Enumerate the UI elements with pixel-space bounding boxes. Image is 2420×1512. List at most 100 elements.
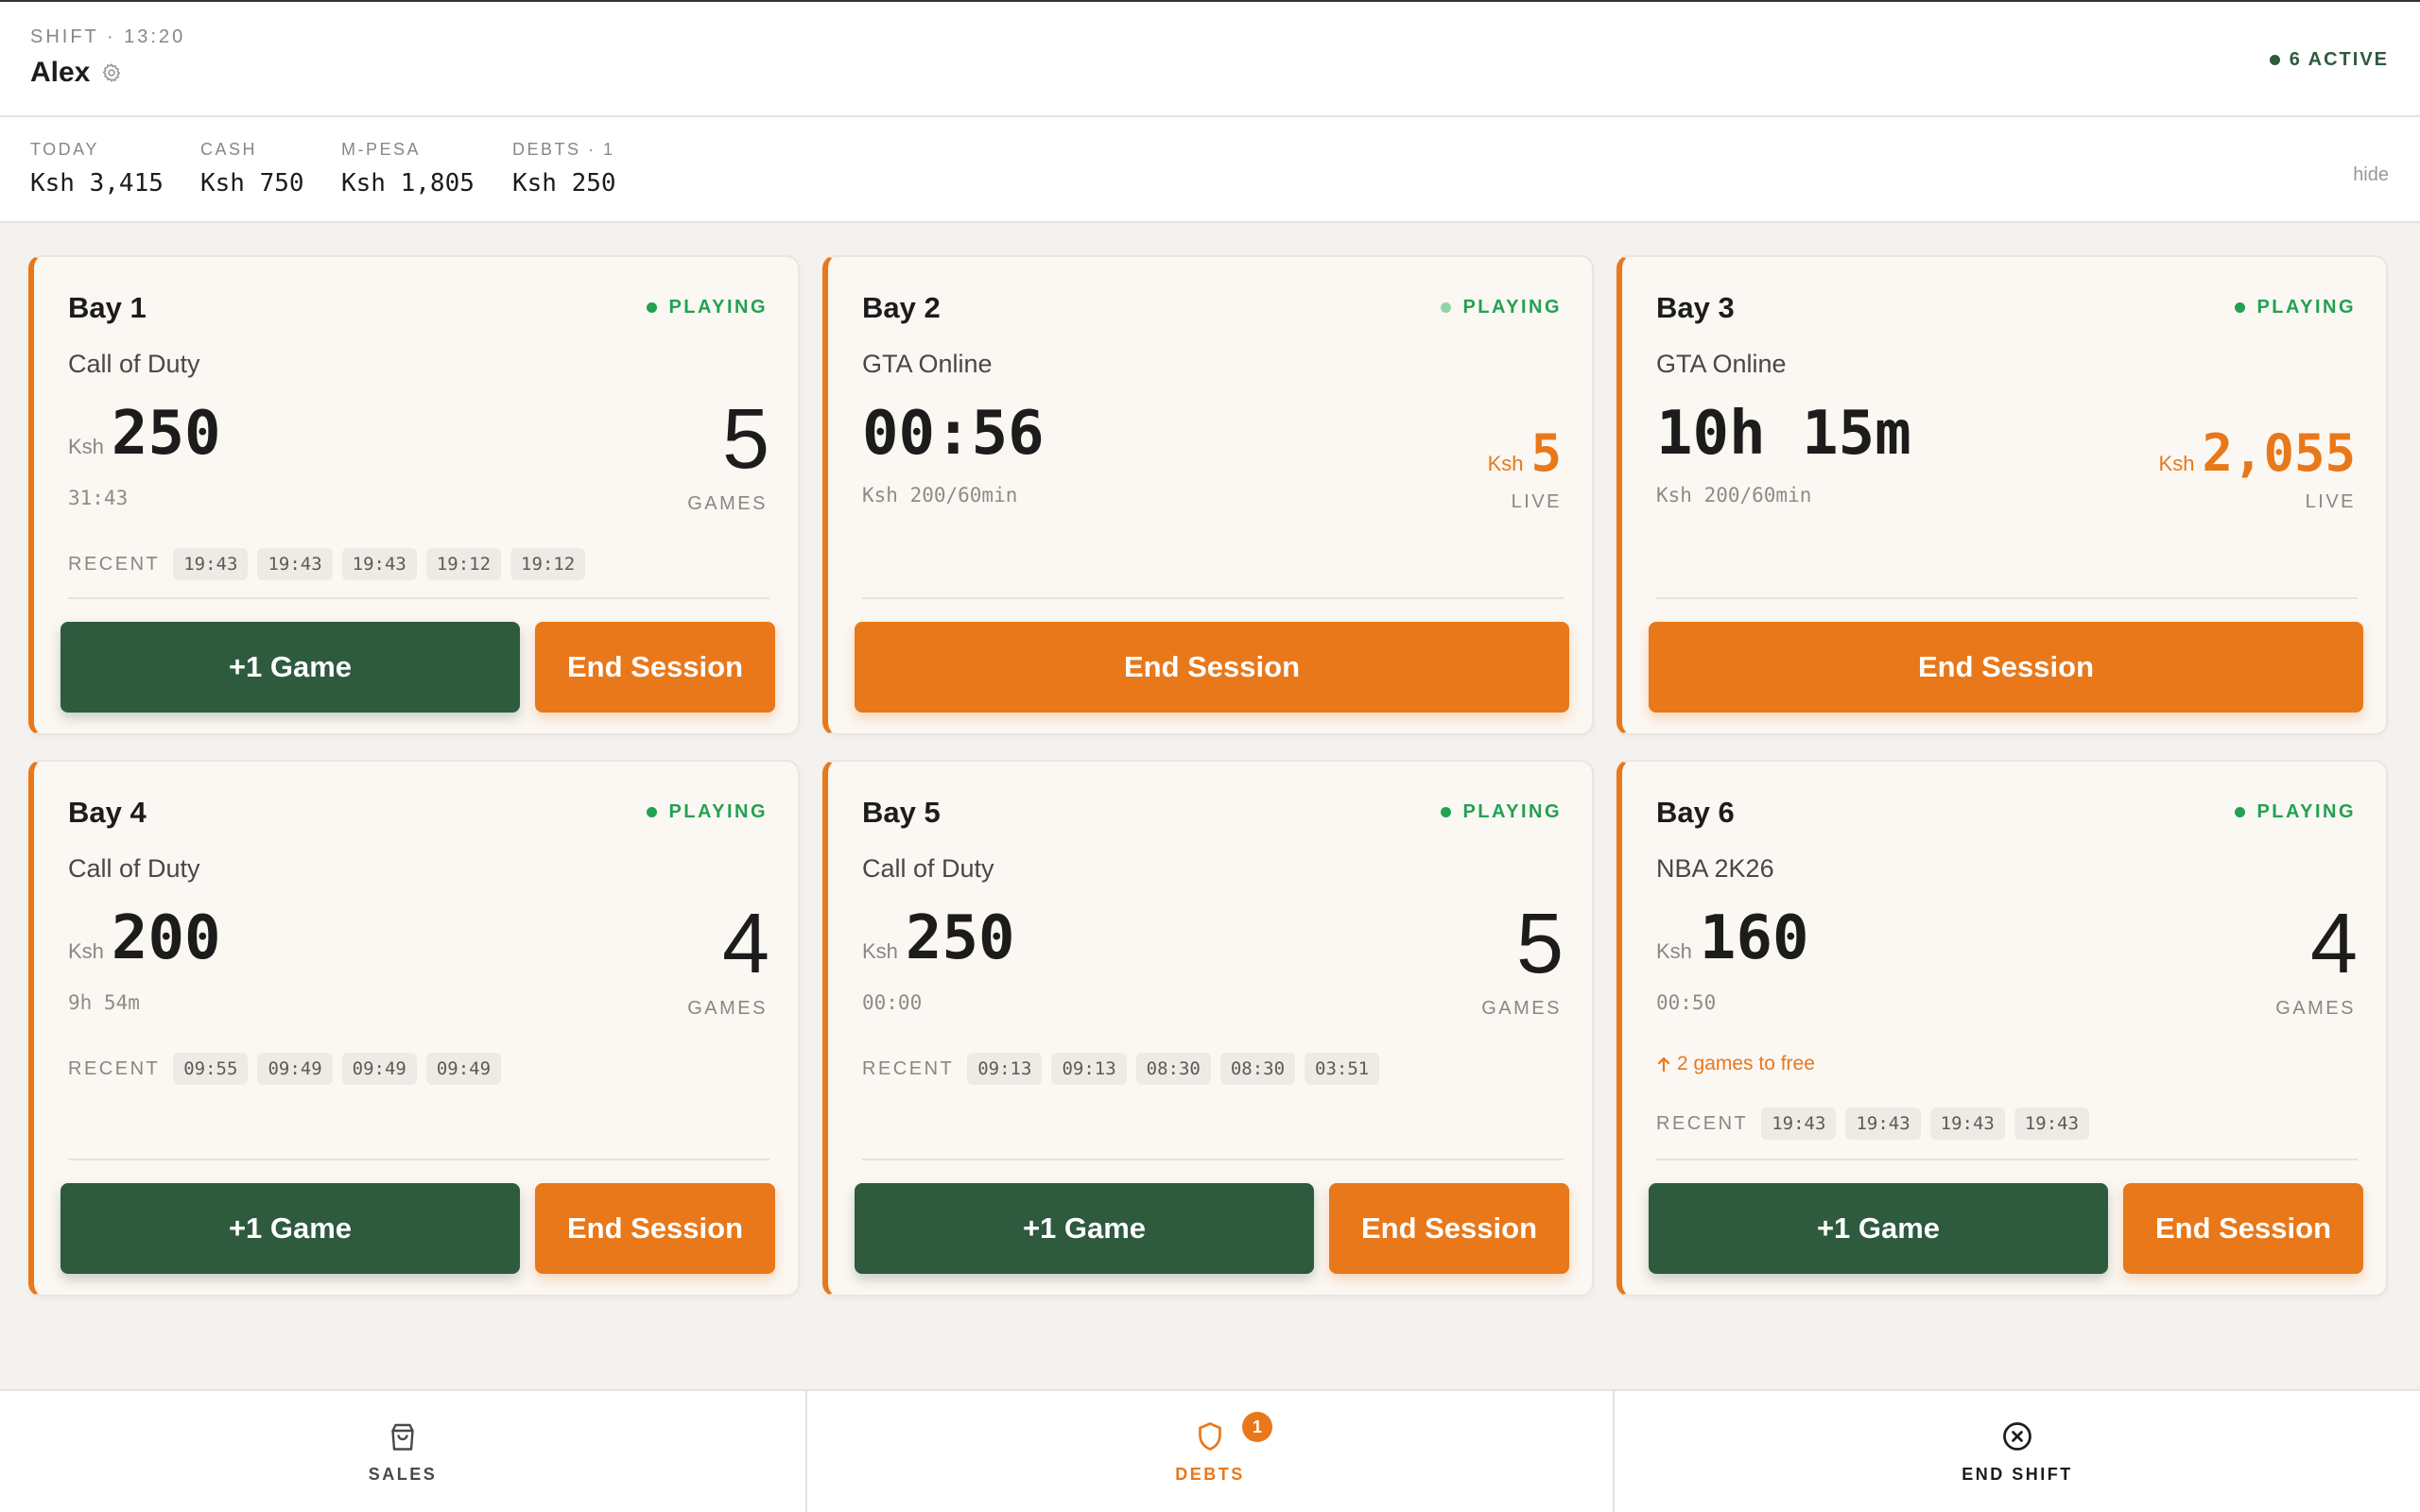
status-label: PLAYING (668, 801, 768, 822)
recent-chip: 09:49 (425, 1053, 502, 1085)
recent-list: RECENT 09:13 09:13 08:30 08:30 03:51 (862, 1053, 1380, 1085)
live-label: LIVE (1511, 491, 1562, 512)
bay-title: Bay 1 (68, 291, 147, 324)
games-label: GAMES (1481, 998, 1562, 1019)
recent-chip: 19:43 (173, 548, 249, 580)
divider (1656, 1159, 2358, 1160)
stat-today: TODAY Ksh 3,415 (30, 140, 164, 198)
nav-sales[interactable]: SALES (0, 1391, 805, 1512)
end-session-button[interactable]: End Session (855, 622, 1569, 713)
elapsed-time: 31:43 (68, 487, 129, 509)
recent-label: RECENT (68, 1057, 161, 1079)
recent-chip: 19:12 (425, 548, 502, 580)
end-session-button[interactable]: End Session (1329, 1183, 1569, 1274)
recent-label: RECENT (862, 1057, 955, 1079)
status-dot-icon (1441, 302, 1452, 313)
divider (862, 1159, 1564, 1160)
stat-label: DEBTS · 1 (512, 140, 615, 159)
price-amount: 250 (111, 399, 221, 469)
currency-label: Ksh (68, 939, 104, 963)
game-name: GTA Online (1656, 350, 1787, 378)
free-game-progress: 2 games to free (1656, 1053, 1815, 1075)
stat-cash: CASH Ksh 750 (200, 140, 304, 198)
recent-chip: 19:43 (1761, 1108, 1837, 1140)
recent-chip: 09:55 (173, 1053, 249, 1085)
price: Ksh 250 (68, 399, 221, 469)
currency-label: Ksh (1656, 939, 1692, 963)
bay-card-1: Bay 1 PLAYING Call of Duty Ksh 250 31:43… (28, 255, 800, 735)
recent-chip: 19:12 (510, 548, 586, 580)
recent-chip: 08:30 (1219, 1053, 1296, 1085)
active-count-label: 6 ACTIVE (2289, 49, 2389, 70)
games-count: 5 (1515, 897, 1564, 991)
live-amount-value: 5 (1530, 423, 1562, 483)
bay-title: Bay 4 (68, 796, 147, 829)
recent-chip: 09:49 (341, 1053, 417, 1085)
recent-list: RECENT 19:43 19:43 19:43 19:43 (1656, 1108, 2090, 1140)
elapsed-time: 00:00 (862, 991, 923, 1014)
status-dot-icon (2235, 302, 2246, 313)
recent-chip: 19:43 (1845, 1108, 1921, 1140)
stat-value: Ksh 750 (200, 169, 304, 198)
divider (68, 1159, 769, 1160)
game-name: Call of Duty (68, 854, 200, 883)
live-label: LIVE (2305, 491, 2356, 512)
active-dot-icon (2269, 55, 2280, 65)
header: SHIFT · 13:20 Alex 6 ACTIVE (0, 0, 2420, 117)
recent-list: RECENT 09:55 09:49 09:49 09:49 (68, 1053, 502, 1085)
games-count: 5 (721, 392, 769, 487)
divider (1656, 597, 2358, 599)
status-dot-icon (647, 807, 658, 817)
recent-chip: 19:43 (257, 548, 333, 580)
live-amount-value: 2,055 (2202, 423, 2356, 483)
arrow-up-icon (1657, 1057, 1670, 1073)
status-label: PLAYING (2256, 297, 2356, 318)
recent-chip: 09:13 (967, 1053, 1043, 1085)
recent-list: RECENT 19:43 19:43 19:43 19:12 19:12 (68, 548, 586, 580)
stat-value: Ksh 250 (512, 169, 616, 198)
stats-bar: TODAY Ksh 3,415 CASH Ksh 750 M-PESA Ksh … (0, 117, 2420, 223)
recent-chip: 19:43 (2014, 1108, 2090, 1140)
recent-chip: 19:43 (1929, 1108, 2005, 1140)
game-name: GTA Online (862, 350, 993, 378)
status-dot-icon (1441, 807, 1452, 817)
nav-end-shift[interactable]: END SHIFT (1613, 1391, 2420, 1512)
price: Ksh 200 (68, 903, 221, 973)
hide-stats-link[interactable]: hide (2353, 164, 2389, 185)
add-game-button[interactable]: +1 Game (60, 1183, 520, 1274)
gear-icon[interactable] (101, 62, 122, 83)
nav-debts[interactable]: DEBTS 1 (805, 1391, 1613, 1512)
recent-label: RECENT (1656, 1112, 1749, 1134)
end-session-button[interactable]: End Session (2123, 1183, 2363, 1274)
end-session-button[interactable]: End Session (1649, 622, 2363, 713)
bay-card-5: Bay 5 PLAYING Call of Duty Ksh 250 00:00… (822, 760, 1594, 1297)
status-badge: PLAYING (1441, 297, 1562, 318)
recent-chip: 09:49 (257, 1053, 333, 1085)
add-game-button[interactable]: +1 Game (1649, 1183, 2108, 1274)
bay-title: Bay 6 (1656, 796, 1735, 829)
live-amount: Ksh 2,055 (2159, 423, 2356, 483)
game-name: NBA 2K26 (1656, 854, 1774, 883)
bay-card-6: Bay 6 PLAYING NBA 2K26 Ksh 160 00:50 4 G… (1616, 760, 2388, 1297)
end-session-button[interactable]: End Session (535, 1183, 775, 1274)
status-dot-icon (2235, 807, 2246, 817)
recent-label: RECENT (68, 553, 161, 575)
games-label: GAMES (2275, 998, 2356, 1019)
currency-label: Ksh (68, 435, 104, 458)
stat-debts: DEBTS · 1 Ksh 250 (512, 140, 616, 198)
end-session-button[interactable]: End Session (535, 622, 775, 713)
bay-title: Bay 3 (1656, 291, 1735, 324)
status-label: PLAYING (1462, 297, 1562, 318)
recent-chip: 08:30 (1135, 1053, 1211, 1085)
free-game-note: 2 games to free (1677, 1053, 1815, 1074)
recent-chip: 09:13 (1051, 1053, 1127, 1085)
stat-label: CASH (200, 140, 258, 159)
status-badge: PLAYING (2235, 801, 2356, 823)
live-amount: Ksh 5 (1488, 423, 1562, 483)
divider (862, 597, 1564, 599)
status-badge: PLAYING (1441, 801, 1562, 823)
add-game-button[interactable]: +1 Game (60, 622, 520, 713)
add-game-button[interactable]: +1 Game (855, 1183, 1314, 1274)
bottom-nav: SALES DEBTS 1 END SHIFT (0, 1389, 2420, 1512)
bay-title: Bay 2 (862, 291, 941, 324)
